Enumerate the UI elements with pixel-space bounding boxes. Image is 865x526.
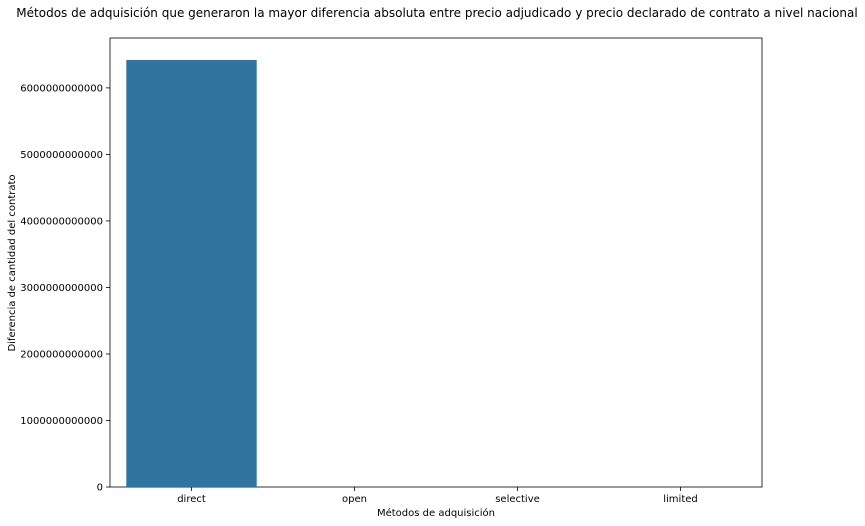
y-axis-ticks: 0 1000000000000 2000000000000 3000000000000… bbox=[20, 83, 110, 494]
y-axis-label: Diferencia de cantidad del contrato bbox=[7, 174, 18, 351]
bars-group bbox=[126, 59, 257, 487]
x-tick-label: open bbox=[342, 494, 367, 505]
y-tick-label: 0 bbox=[97, 483, 103, 494]
x-axis-ticks: direct open selective limited bbox=[177, 487, 698, 505]
y-tick-label: 3000000000000 bbox=[20, 283, 103, 294]
y-tick-label: 2000000000000 bbox=[20, 349, 103, 360]
x-tick-label: selective bbox=[495, 494, 540, 505]
x-tick-label: direct bbox=[177, 494, 206, 505]
bar-direct bbox=[126, 59, 257, 487]
plot-area-frame bbox=[109, 37, 763, 488]
y-tick-label: 6000000000000 bbox=[20, 83, 103, 94]
x-axis-label: Métodos de adquisición bbox=[377, 507, 495, 519]
y-tick-label: 4000000000000 bbox=[20, 216, 103, 227]
chart-title: Métodos de adquisición que generaron la … bbox=[16, 6, 857, 20]
y-tick-label: 5000000000000 bbox=[20, 150, 103, 161]
x-tick-label: limited bbox=[663, 494, 698, 505]
y-tick-label: 1000000000000 bbox=[20, 416, 103, 427]
